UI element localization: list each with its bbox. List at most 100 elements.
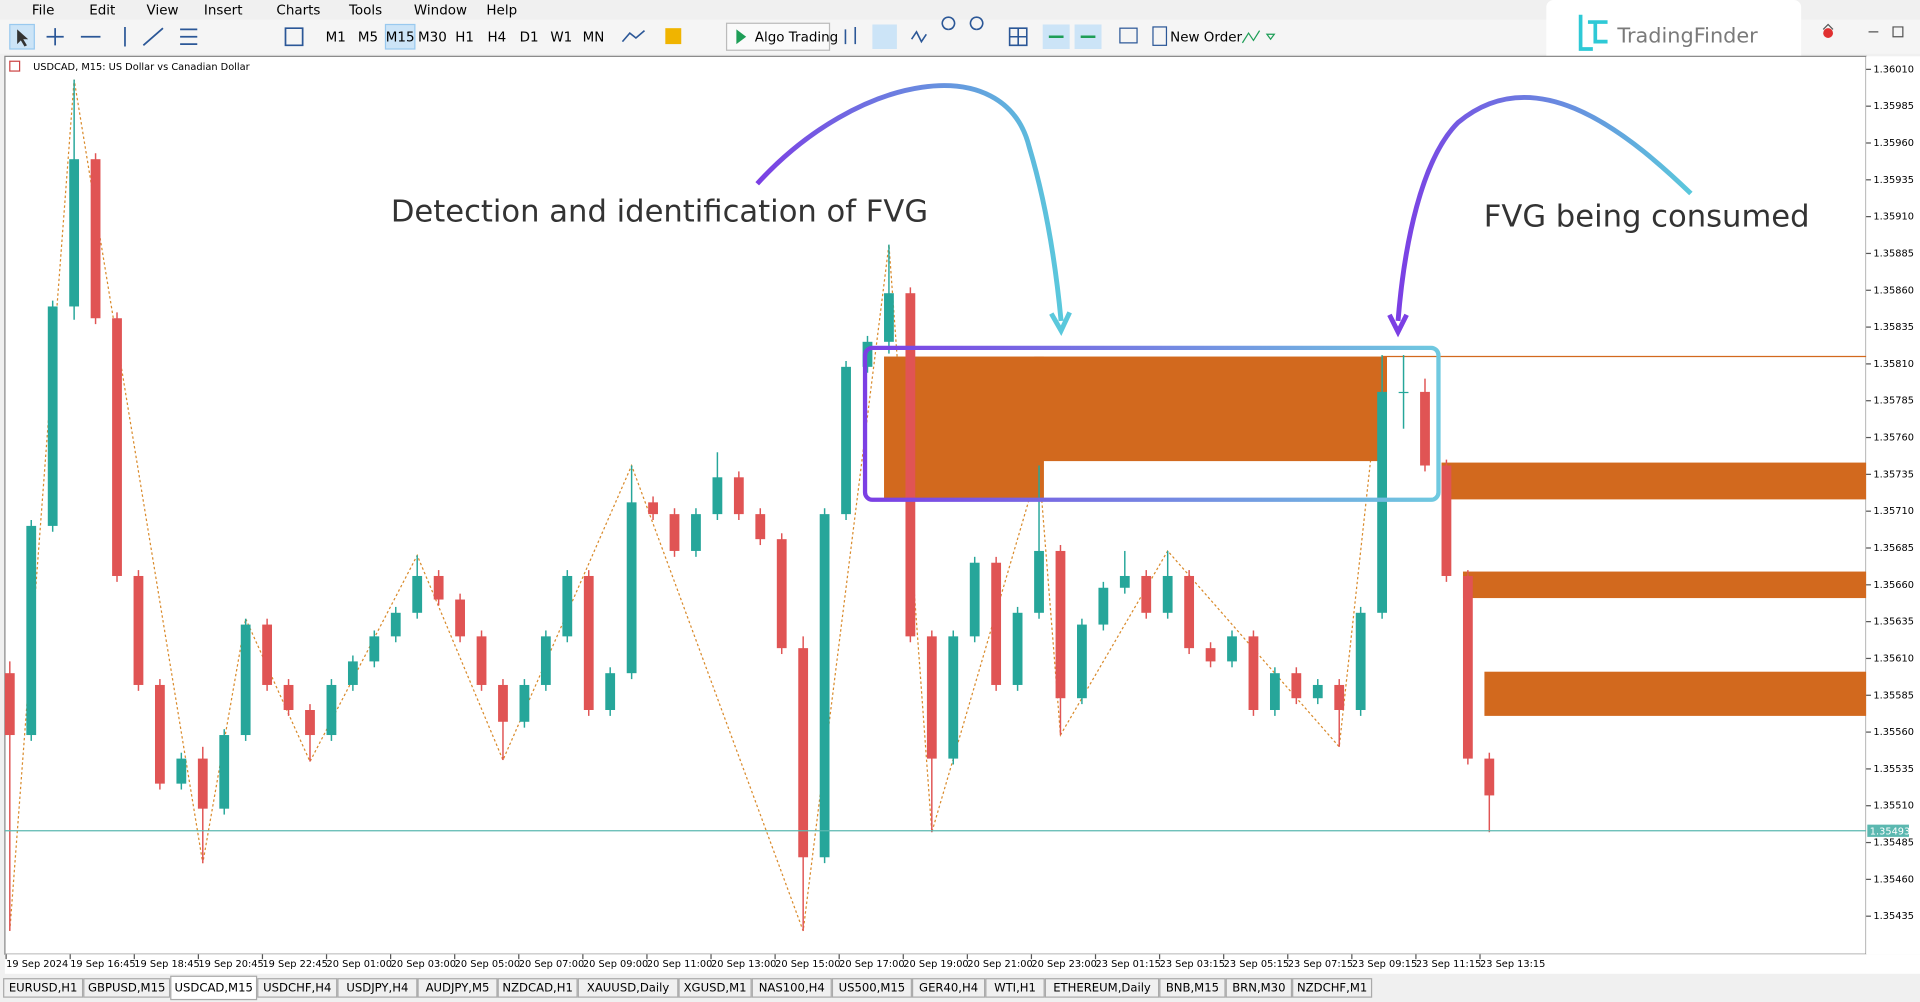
timeframe-button[interactable]: MN <box>583 29 605 45</box>
new-order-icon[interactable] <box>1152 26 1168 46</box>
timeframe-button[interactable]: M15 <box>386 29 415 45</box>
tab[interactable] <box>417 978 498 998</box>
menu-item[interactable]: Tools <box>348 2 382 18</box>
tab-label[interactable]: BNB,M15 <box>1166 980 1219 994</box>
current-price-label: 1.35493 <box>1870 826 1911 837</box>
candle-body <box>798 648 809 858</box>
tab-label[interactable]: GBPUSD,M15 <box>88 980 165 994</box>
menu-item[interactable]: View <box>147 2 179 18</box>
x-tick-label: 23 Sep 07:15 <box>1288 959 1353 970</box>
fvg-zone <box>1034 356 1388 462</box>
tab-label[interactable]: BRN,M30 <box>1232 980 1285 994</box>
candle-body <box>1055 550 1066 699</box>
annotations: Detection and identification of FVG FVG … <box>391 83 1810 502</box>
candle-body <box>326 684 337 736</box>
menu-item[interactable]: Charts <box>276 2 320 18</box>
menu-item[interactable]: Window <box>414 2 467 18</box>
candle-body <box>948 636 959 759</box>
candle-body <box>305 709 315 736</box>
chart-title: USDCAD, M15: US Dollar vs Canadian Dolla… <box>33 62 251 73</box>
menu-item[interactable]: Insert <box>204 2 243 18</box>
timeframe-button[interactable]: H4 <box>487 29 506 45</box>
tab[interactable] <box>911 978 986 998</box>
tab[interactable] <box>1225 978 1293 998</box>
tab-label[interactable]: NZDCAD,H1 <box>502 980 572 994</box>
candle-body <box>1034 550 1044 613</box>
tab-label[interactable]: NAS100,H4 <box>759 980 825 994</box>
x-tick-label: 20 Sep 03:00 <box>391 959 456 970</box>
candle-body <box>776 539 787 649</box>
screenshot-icon[interactable] <box>1119 27 1138 44</box>
new-order-label[interactable]: New Order <box>1170 29 1242 45</box>
candle-body <box>176 758 187 784</box>
tab[interactable] <box>1044 978 1160 998</box>
y-tick-label: 1.35910 <box>1873 212 1914 223</box>
tab-label[interactable]: AUDJPY,M5 <box>426 980 490 994</box>
timeframe-button[interactable]: D1 <box>520 29 539 45</box>
tab-label[interactable]: NZDCHF,M1 <box>1297 980 1367 994</box>
candle-body <box>1420 391 1430 466</box>
menu-bar: File Edit View Insert Charts Tools Window Help <box>32 2 517 18</box>
candle-body <box>733 477 744 515</box>
menu-item[interactable]: File <box>32 2 55 18</box>
tab[interactable] <box>1292 978 1373 998</box>
candle-body <box>47 306 58 526</box>
deposit-icon[interactable] <box>665 28 682 45</box>
arrow-1 <box>755 83 1064 322</box>
tab-active[interactable] <box>170 975 258 1001</box>
candle-body <box>1077 624 1087 699</box>
tab[interactable] <box>83 978 171 998</box>
candle-mode[interactable] <box>872 24 897 49</box>
candle-body <box>755 514 766 540</box>
tab-label[interactable]: USDJPY,H4 <box>346 980 408 994</box>
timeframe-button[interactable]: M1 <box>326 29 346 45</box>
tab-label[interactable]: ETHEREUM,Daily <box>1053 980 1151 994</box>
menu-item[interactable]: Help <box>486 2 517 18</box>
y-tick-label: 1.36010 <box>1873 64 1914 75</box>
y-tick-label: 1.35960 <box>1873 138 1914 149</box>
tab[interactable] <box>985 978 1045 998</box>
tab[interactable] <box>831 978 912 998</box>
menu-item[interactable]: Edit <box>89 2 115 18</box>
candle-body <box>1334 684 1345 710</box>
tab-label[interactable]: WTI,H1 <box>994 980 1036 994</box>
tab[interactable] <box>497 978 578 998</box>
candle-body <box>583 575 594 710</box>
timeframe-button[interactable]: M5 <box>358 29 378 45</box>
timeframe-button[interactable]: H1 <box>455 29 474 45</box>
tab-label[interactable]: US500,M15 <box>839 980 906 994</box>
tab[interactable] <box>678 978 752 998</box>
candle-body <box>262 624 273 685</box>
tab-label[interactable]: XAUUSD,Daily <box>587 980 670 994</box>
y-tick-label: 1.35810 <box>1873 359 1914 370</box>
y-tick-label: 1.35985 <box>1873 101 1914 112</box>
y-tick-label: 1.35685 <box>1873 543 1914 554</box>
tab[interactable] <box>1159 978 1226 998</box>
tab-label[interactable]: USDCAD,M15 <box>174 980 252 994</box>
candle-body <box>219 735 230 809</box>
tab-label[interactable]: EURUSD,H1 <box>9 980 78 994</box>
tab-label[interactable]: USDCHF,H4 <box>263 980 331 994</box>
timeframe-active[interactable] <box>384 23 416 50</box>
tab[interactable] <box>257 978 338 998</box>
current-price-tag <box>1867 824 1909 837</box>
window-icons[interactable] <box>1822 23 1904 38</box>
tab-label[interactable]: XGUSD,M1 <box>684 980 747 994</box>
x-tick-label: 23 Sep 11:15 <box>1416 959 1481 970</box>
notification-badge <box>1823 28 1834 38</box>
indicators-icon[interactable] <box>1241 30 1276 44</box>
chart-tools[interactable] <box>621 16 1028 47</box>
tab[interactable] <box>337 978 418 998</box>
x-tick-label: 20 Sep 13:00 <box>711 959 776 970</box>
y-tick-label: 1.35735 <box>1873 469 1914 480</box>
tab[interactable] <box>751 978 832 998</box>
timeframe-button[interactable]: M30 <box>418 29 447 45</box>
tab[interactable] <box>3 978 84 998</box>
candle-body <box>1141 575 1152 613</box>
timeframe-button[interactable]: W1 <box>550 29 572 45</box>
x-tick-label: 23 Sep 13:15 <box>1480 959 1545 970</box>
tab[interactable] <box>577 978 679 998</box>
drawing-tools[interactable] <box>46 26 304 47</box>
y-tick-label: 1.35760 <box>1873 433 1914 444</box>
tab-label[interactable]: GER40,H4 <box>919 980 978 994</box>
